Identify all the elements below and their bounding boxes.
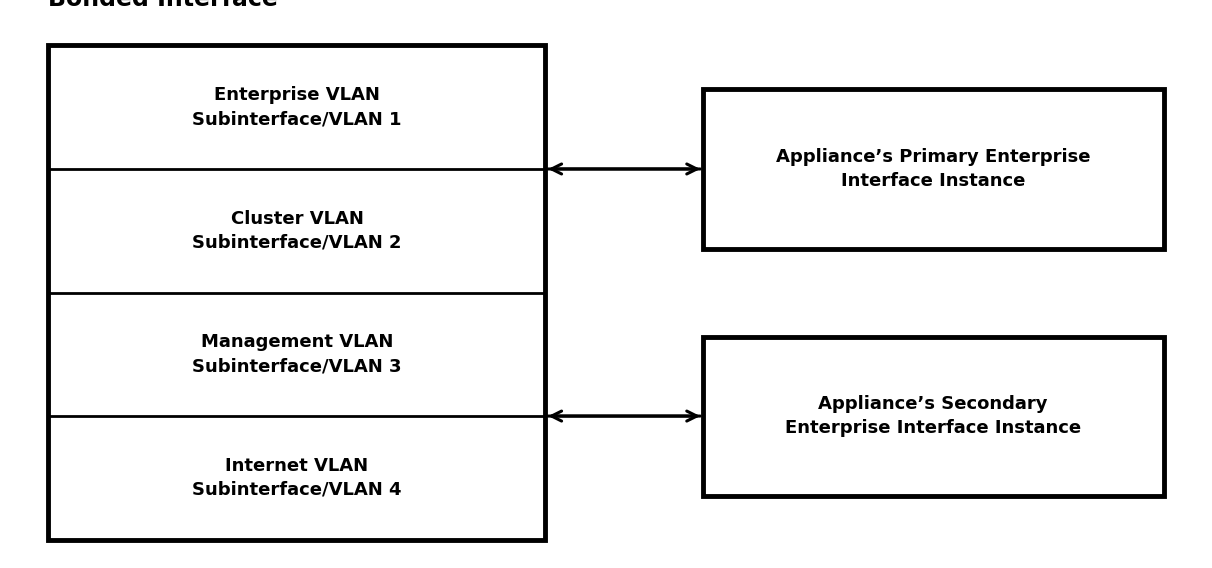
Bar xyxy=(48,45,545,540)
Text: Cluster VLAN
Subinterface/VLAN 2: Cluster VLAN Subinterface/VLAN 2 xyxy=(193,210,401,252)
Text: Bonded Interface: Bonded Interface xyxy=(48,0,279,11)
Text: Enterprise VLAN
Subinterface/VLAN 1: Enterprise VLAN Subinterface/VLAN 1 xyxy=(193,86,401,128)
Text: Appliance’s Secondary
Enterprise Interface Instance: Appliance’s Secondary Enterprise Interfa… xyxy=(785,395,1081,437)
Bar xyxy=(703,89,1164,249)
Text: Appliance’s Primary Enterprise
Interface Instance: Appliance’s Primary Enterprise Interface… xyxy=(776,148,1091,190)
Bar xyxy=(703,336,1164,495)
Text: Internet VLAN
Subinterface/VLAN 4: Internet VLAN Subinterface/VLAN 4 xyxy=(193,457,401,499)
Text: Management VLAN
Subinterface/VLAN 3: Management VLAN Subinterface/VLAN 3 xyxy=(193,333,401,375)
